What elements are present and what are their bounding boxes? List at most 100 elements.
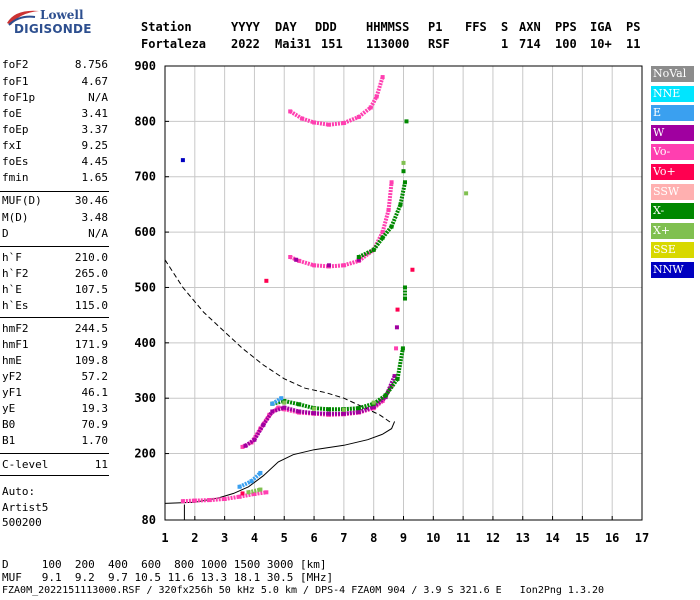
legend-item: SSE (651, 242, 694, 259)
param-value: 4.45 (81, 155, 109, 168)
header-iga-value: 10+ (590, 37, 612, 51)
echo-trace (389, 203, 403, 228)
header-station-value: Fortaleza (141, 37, 207, 51)
header-station-label: Station (141, 20, 192, 34)
x-tick-label: 4 (251, 531, 258, 545)
echo-point (410, 267, 415, 272)
param-row: h`Es 115.0 (2, 299, 108, 315)
density-profile-line (164, 421, 396, 504)
echo-point (356, 255, 361, 260)
param-row: h`E 107.5 (2, 283, 108, 299)
x-tick-label: 15 (575, 531, 589, 545)
echo-trace (386, 182, 394, 211)
header-year-label: YYYY (231, 20, 260, 34)
echo-trace (271, 396, 283, 406)
param-row: foF1p N/A (2, 91, 108, 107)
param-name: B1 (2, 434, 16, 447)
echo-point (240, 491, 245, 496)
echo-point (180, 158, 185, 163)
param-value: 171.9 (74, 338, 108, 351)
echo-trace (313, 263, 330, 269)
logo-swoosh-icon (7, 10, 39, 26)
param-value: 3.48 (81, 211, 109, 224)
echo-trace (328, 263, 345, 269)
param-row: hmE 109.8 (2, 354, 108, 370)
param-name: h`E (2, 283, 22, 296)
echo-trace (343, 406, 359, 412)
param-separator (0, 475, 109, 476)
echo-trace (224, 494, 240, 501)
param-separator (0, 453, 109, 454)
param-row: fxI 9.25 (2, 139, 108, 155)
header-axn-label: AXN (519, 20, 541, 34)
footer-distance-row: D 100 200 400 600 800 1000 1500 3000 [km… (2, 558, 327, 571)
param-row: foEp 3.37 (2, 123, 108, 139)
param-name: foE (2, 107, 22, 120)
param-row: foEs 4.45 (2, 155, 108, 171)
param-name: fxI (2, 139, 22, 152)
x-tick-label: 11 (456, 531, 470, 545)
x-tick-label: 13 (516, 531, 530, 545)
echo-point (401, 160, 406, 165)
echo-trace (398, 181, 407, 205)
autoscaler-name: Artist5 (2, 501, 49, 514)
echo-point (294, 257, 299, 262)
param-name: foEp (2, 123, 29, 136)
autoscaler-auto: Auto: (2, 485, 36, 498)
echo-trace (283, 405, 300, 414)
footer-file-info: FZA0M_2022151113000.RSF / 320fx256h 50 k… (2, 585, 605, 596)
param-row: M(D) 3.48 (2, 211, 108, 227)
echo-point (279, 396, 284, 401)
logo-line2: DIGISONDE (14, 22, 92, 36)
echo-point (326, 263, 331, 268)
param-value: 265.0 (74, 267, 108, 280)
param-name: h`F2 (2, 267, 29, 280)
echo-trace (209, 496, 225, 503)
param-value: 9.25 (81, 139, 109, 152)
echo-trace (343, 115, 360, 125)
param-value: 107.5 (74, 283, 108, 296)
echo-trace (289, 109, 304, 121)
header-pps-label: PPS (555, 20, 577, 34)
echo-point (371, 400, 376, 405)
param-value: 70.9 (81, 418, 109, 431)
x-tick-label: 3 (221, 531, 228, 545)
x-tick-label: 9 (400, 531, 407, 545)
echo-trace (395, 348, 405, 380)
header-s-label: S (501, 20, 509, 34)
y-tick-label: 80 (142, 513, 156, 527)
param-row: foF1 4.67 (2, 75, 108, 91)
logo-line1: Lowell (40, 8, 84, 22)
echo-point (402, 285, 407, 290)
param-value: N/A (88, 227, 108, 240)
legend-item: X+ (651, 222, 694, 239)
echo-trace (328, 121, 345, 127)
header-pps-value: 100 (555, 37, 577, 51)
legend-item: Vo- (651, 144, 694, 161)
header-s-value: 1 (501, 37, 509, 51)
param-name: C-level (2, 458, 49, 471)
x-tick-label: 6 (310, 531, 317, 545)
echo-trace (380, 209, 391, 233)
x-tick-label: 5 (281, 531, 288, 545)
param-row: B1 1.70 (2, 434, 108, 450)
param-name: D (2, 227, 9, 240)
header-day-value: Mai31 (275, 37, 312, 51)
header-axn-value: 714 (519, 37, 541, 51)
legend-item: NNE (651, 85, 694, 102)
legend-item: Vo+ (651, 164, 694, 180)
y-tick-label: 500 (134, 280, 156, 294)
param-value: 46.1 (81, 386, 109, 399)
param-value: 8.756 (74, 58, 108, 71)
header-p1-value: RSF (428, 37, 450, 51)
header-iga-label: IGA (590, 20, 612, 34)
legend-item: W (651, 124, 694, 141)
param-row: fmin 1.65 (2, 171, 108, 187)
param-row: h`F2 265.0 (2, 267, 108, 283)
param-name: hmF1 (2, 338, 29, 351)
param-separator (0, 317, 109, 318)
echo-point (258, 487, 263, 492)
y-tick-label: 200 (134, 447, 156, 461)
param-value: 3.41 (81, 107, 109, 120)
echo-trace (258, 413, 272, 430)
